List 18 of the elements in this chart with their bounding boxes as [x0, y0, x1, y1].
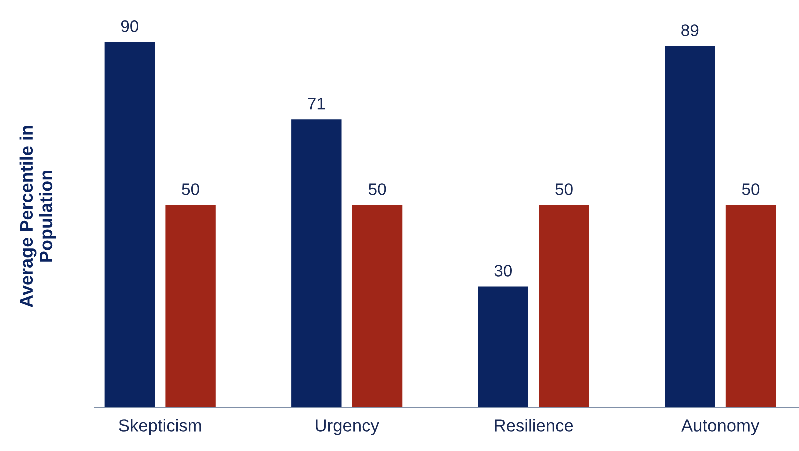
data-label: 50: [742, 184, 760, 196]
data-label: 90: [121, 20, 139, 32]
bar: [724, 203, 778, 408]
x-tick-label: Autonomy: [682, 420, 760, 436]
bar: [537, 203, 592, 408]
data-label: 50: [368, 184, 386, 196]
data-label: 71: [308, 98, 326, 110]
bar: [350, 203, 405, 408]
x-tick-label: Skepticism: [119, 419, 202, 436]
data-label: 30: [494, 265, 512, 277]
bar: [164, 203, 218, 408]
y-axis-title: Average Percentile in Population: [20, 126, 56, 308]
data-label: 50: [556, 184, 573, 196]
x-tick-label: Resilience: [495, 419, 574, 432]
bar: [102, 40, 158, 408]
data-label: 89: [682, 24, 699, 36]
data-label: 50: [182, 184, 200, 196]
x-tick-label: Urgency: [316, 420, 380, 436]
